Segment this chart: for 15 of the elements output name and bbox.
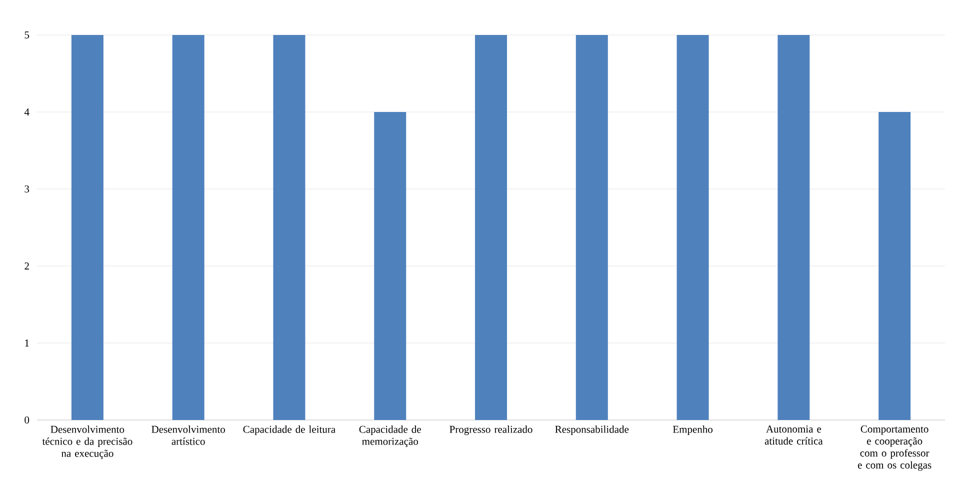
x-tick-label: Responsabilidade <box>555 426 629 436</box>
x-tick-label: Desenvolvimento artístico <box>152 426 225 445</box>
y-tick-label: 5 <box>24 32 30 38</box>
x-tick-label: Capacidade de memorização <box>359 426 421 448</box>
x-tick-label: Progresso realizado <box>450 426 532 436</box>
y-tick-label: 2 <box>24 262 29 270</box>
y-tick-label: 3 <box>24 185 30 193</box>
x-tick-label: Desenvolvimento técnico e da precisão na execução <box>42 426 132 460</box>
x-tick-label: Comportamento e cooperação com o professor e com os colegas <box>858 426 932 471</box>
y-tick-label: 1 <box>25 340 29 346</box>
x-tick-label: Empenho <box>672 426 712 436</box>
y-tick-label: 0 <box>24 416 30 424</box>
x-tick-label: Capacidade de leitura <box>243 426 336 436</box>
y-tick-label: 4 <box>24 108 30 116</box>
x-tick-label: Autonomia e atitude crítica <box>764 426 823 445</box>
